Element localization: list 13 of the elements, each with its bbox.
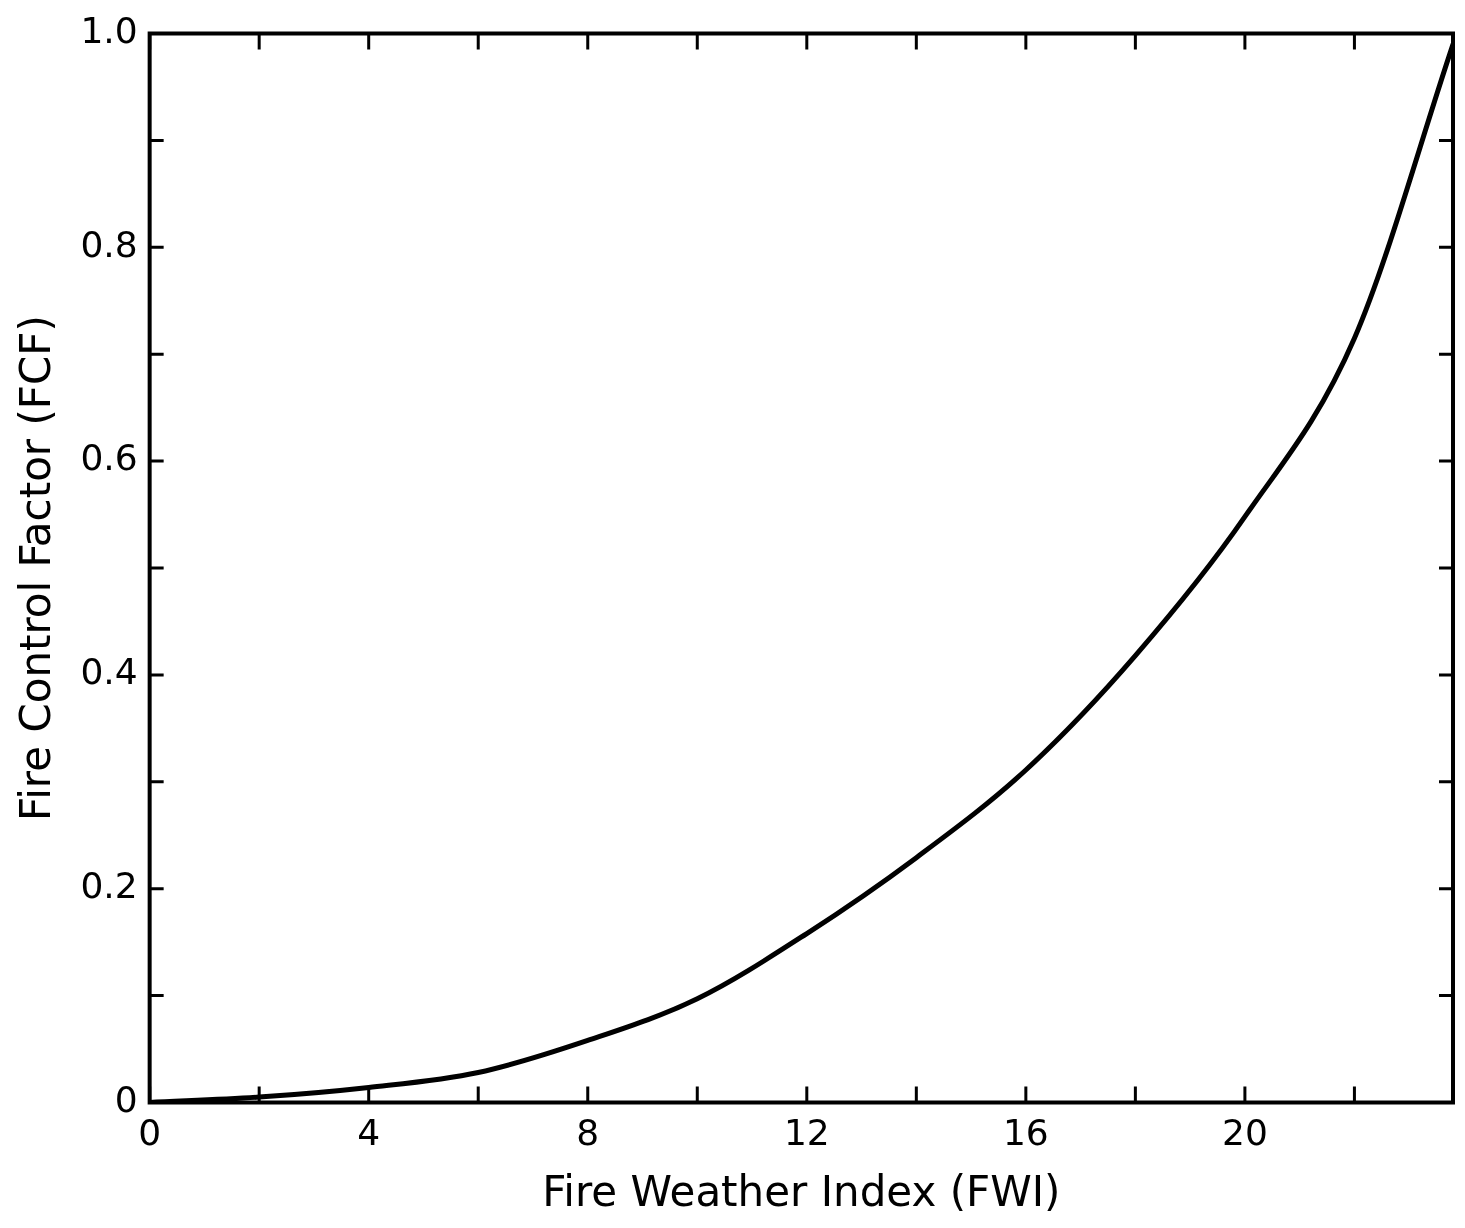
y-tick-label: 0 bbox=[114, 1078, 138, 1120]
x-tick-label: 12 bbox=[783, 1112, 830, 1154]
y-tick-label: 0.8 bbox=[80, 223, 138, 265]
y-tick-label: 0.2 bbox=[80, 865, 138, 906]
y-axis-title: Fire Control Factor (FCF) bbox=[11, 315, 61, 821]
x-tick-label: 20 bbox=[1222, 1112, 1268, 1154]
y-tick-label: 0.6 bbox=[80, 437, 138, 479]
x-tick-label: 8 bbox=[576, 1112, 600, 1154]
x-tick-label: 16 bbox=[1002, 1112, 1049, 1154]
x-axis-title: Fire Weather Index (FWI) bbox=[542, 1166, 1061, 1216]
y-tick-label: 0.4 bbox=[80, 651, 138, 693]
x-tick-label: 4 bbox=[357, 1112, 381, 1154]
y-tick-label: 1.0 bbox=[80, 9, 138, 51]
